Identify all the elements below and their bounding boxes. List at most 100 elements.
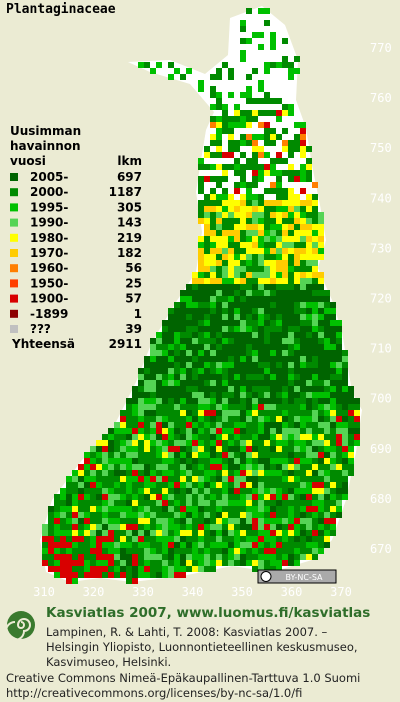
grid-cell [306,422,312,428]
grid-cell [342,410,348,416]
grid-cell [144,392,150,398]
grid-cell [318,392,324,398]
grid-cell [108,530,114,536]
grid-cell [288,194,294,200]
grid-cell [294,200,300,206]
grid-cell [210,326,216,332]
grid-cell [66,524,72,530]
grid-cell [204,416,210,422]
grid-cell [252,380,258,386]
grid-cell [186,440,192,446]
grid-cell [216,386,222,392]
grid-cell [246,368,252,374]
grid-cell [258,452,264,458]
grid-cell [306,458,312,464]
grid-cell [60,542,66,548]
grid-cell [72,518,78,524]
grid-cell [132,554,138,560]
grid-cell [192,362,198,368]
grid-cell [210,440,216,446]
grid-cell [300,530,306,536]
grid-cell [174,308,180,314]
grid-cell [210,362,216,368]
grid-cell [336,392,342,398]
grid-cell [276,308,282,314]
grid-cell [120,416,126,422]
grid-cell [258,86,264,92]
grid-cell [294,416,300,422]
grid-cell [246,542,252,548]
grid-cell [210,314,216,320]
grid-cell [270,398,276,404]
grid-cell [252,566,258,572]
grid-cell [168,332,174,338]
grid-cell [288,518,294,524]
grid-cell [282,368,288,374]
grid-cell [192,278,198,284]
grid-cell [216,488,222,494]
grid-cell [300,200,306,206]
grid-cell [222,62,228,68]
grid-cell [228,284,234,290]
grid-cell [354,410,360,416]
grid-cell [282,494,288,500]
grid-cell [66,536,72,542]
grid-cell [306,374,312,380]
grid-cell [216,410,222,416]
grid-cell [282,158,288,164]
grid-cell [108,512,114,518]
grid-cell [300,476,306,482]
grid-cell [144,446,150,452]
grid-cell [252,68,258,74]
grid-cell [282,260,288,266]
grid-cell [144,380,150,386]
grid-cell [294,392,300,398]
grid-cell [156,524,162,530]
grid-cell [198,416,204,422]
grid-cell [258,530,264,536]
grid-cell [186,470,192,476]
grid-cell [318,404,324,410]
grid-cell [246,476,252,482]
grid-cell [222,302,228,308]
grid-cell [90,446,96,452]
grid-cell [270,206,276,212]
grid-cell [324,296,330,302]
grid-cell [210,398,216,404]
grid-cell [246,260,252,266]
grid-cell [270,362,276,368]
grid-cell [186,452,192,458]
grid-cell [276,260,282,266]
grid-cell [150,494,156,500]
grid-cell [246,458,252,464]
grid-cell [228,560,234,566]
grid-cell [324,320,330,326]
grid-cell [258,278,264,284]
grid-cell [294,308,300,314]
grid-cell [306,428,312,434]
grid-cell [330,482,336,488]
grid-cell [228,296,234,302]
grid-cell [306,284,312,290]
grid-cell [288,212,294,218]
grid-cell [198,164,204,170]
grid-cell [288,464,294,470]
grid-cell [126,434,132,440]
grid-cell [198,218,204,224]
grid-cell [222,116,228,122]
grid-cell [96,542,102,548]
grid-cell [108,518,114,524]
grid-cell [180,536,186,542]
grid-cell [246,482,252,488]
grid-cell [210,140,216,146]
grid-cell [240,542,246,548]
grid-cell [246,140,252,146]
grid-cell [174,344,180,350]
grid-cell [270,248,276,254]
grid-cell [132,458,138,464]
grid-cell [264,248,270,254]
grid-cell [258,176,264,182]
grid-cell [270,338,276,344]
grid-cell [252,170,258,176]
grid-cell [222,122,228,128]
